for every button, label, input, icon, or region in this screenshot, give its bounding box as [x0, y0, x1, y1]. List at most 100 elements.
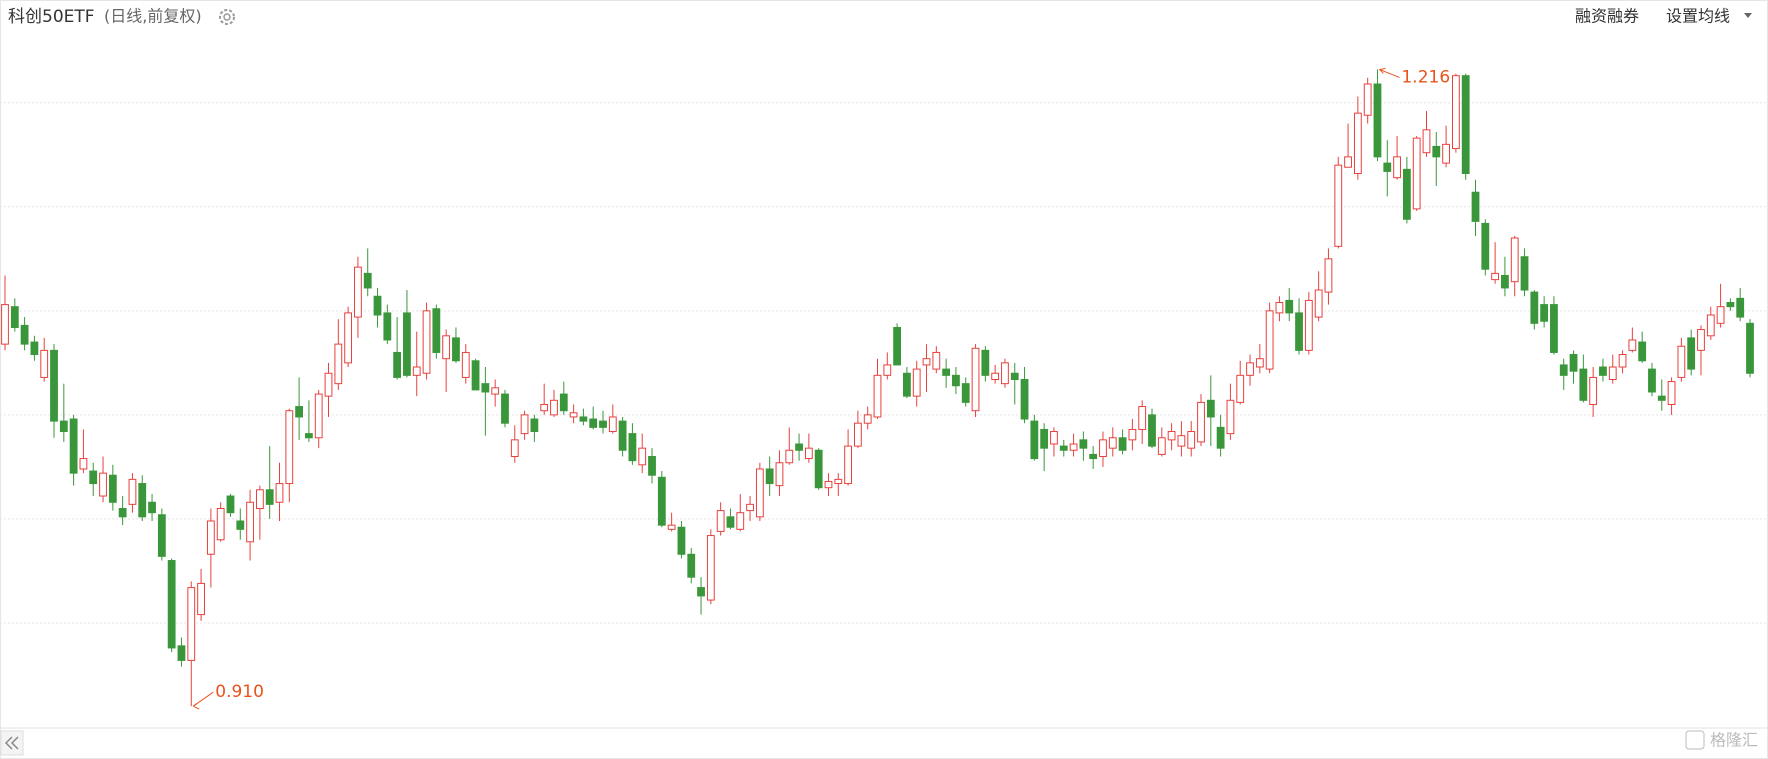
candle-body [1706, 314, 1715, 337]
candle-body [1501, 274, 1509, 289]
candle-body [667, 524, 676, 530]
candle-body [883, 364, 892, 376]
candle-body [1471, 191, 1480, 222]
candle-body [1451, 75, 1460, 150]
candle-body [1138, 406, 1147, 430]
candle-body [1246, 362, 1254, 376]
margin-button[interactable]: 融资融券 [1575, 7, 1639, 26]
watermark-logo [1685, 730, 1705, 750]
candle-body [236, 520, 245, 530]
candle-body [648, 455, 656, 476]
candle-body [559, 393, 568, 412]
candle-body [1197, 401, 1205, 443]
candle-body [344, 312, 353, 364]
candle-body [765, 468, 774, 485]
candle-body [863, 414, 872, 424]
candle-body [314, 393, 323, 439]
candle-body [79, 458, 88, 470]
candle-body [1432, 145, 1441, 158]
candle-body [1422, 129, 1431, 154]
candle-body [99, 472, 107, 497]
candle-body [354, 266, 362, 318]
candle-body [1383, 162, 1392, 172]
annotation-label: 1.216 [1401, 67, 1450, 87]
candle-body [942, 368, 951, 376]
candle-body [912, 368, 921, 397]
candle-body [785, 449, 794, 464]
candle-body [40, 349, 49, 378]
candle-body [138, 483, 147, 518]
candle-body [1677, 345, 1686, 378]
candle-body [1638, 341, 1647, 362]
candle-body [540, 403, 549, 412]
candle-body [1304, 299, 1313, 351]
candle-body [1050, 431, 1058, 445]
candle-body [177, 645, 186, 661]
candle-body [157, 514, 166, 557]
candle-body [1314, 289, 1323, 318]
candle-body [657, 476, 666, 526]
candle-body [30, 341, 39, 356]
candle-body [1079, 439, 1088, 449]
candle-body [893, 326, 902, 366]
candle-body [530, 418, 539, 433]
candle-body [716, 510, 725, 532]
dropdown-arrow[interactable] [1744, 13, 1752, 18]
candle-body [89, 470, 98, 485]
candle-body [1520, 256, 1529, 291]
candle-body [589, 418, 598, 428]
candle-body [1373, 83, 1382, 158]
candle-body [1216, 426, 1225, 449]
candle-body [1657, 395, 1666, 401]
settings-icon[interactable] [219, 9, 235, 25]
candle-body [1599, 366, 1607, 376]
annotation-arrowhead [1379, 67, 1386, 74]
candle-body [804, 447, 813, 460]
candle-body [746, 503, 754, 512]
candle-body [20, 324, 29, 345]
candle-body [1010, 372, 1019, 380]
candle-body [324, 372, 333, 397]
candle-body [814, 449, 823, 489]
candle-body [1363, 83, 1372, 116]
candle-body [1746, 322, 1754, 374]
candle-body [305, 433, 313, 439]
candle-body [1589, 376, 1598, 405]
candle-body [510, 439, 519, 457]
candle-body [726, 516, 735, 528]
candle-body [608, 416, 617, 433]
button-chevrons [4, 736, 19, 750]
candle-body [1540, 304, 1549, 322]
candle-body [255, 489, 264, 510]
annotation-arrow [1379, 68, 1400, 78]
candle-body [1089, 453, 1098, 460]
candle-body [903, 372, 911, 397]
candle-body [265, 489, 274, 505]
candle-body [1697, 329, 1705, 351]
candle-body [373, 295, 382, 316]
candle-body [69, 418, 78, 474]
candle-body [1461, 75, 1470, 174]
candle-body [628, 433, 637, 462]
candle-body [1099, 439, 1107, 457]
scroll-left-button[interactable] [0, 730, 24, 756]
candle-body [1481, 222, 1490, 270]
candle-body [285, 410, 294, 485]
ma-button[interactable]: 设置均线 [1666, 7, 1730, 26]
candle-body [755, 468, 764, 518]
candle-body [1510, 237, 1519, 283]
candle-body [922, 358, 931, 366]
candle-body [412, 366, 421, 376]
candle-body [1442, 143, 1450, 164]
candle-body [206, 520, 215, 555]
candle-body [952, 374, 960, 387]
candle-body [550, 399, 558, 416]
annotation-label: 0.910 [215, 682, 264, 702]
candle-body [1275, 302, 1284, 314]
candle-body [981, 349, 990, 376]
candle-body [991, 372, 1000, 380]
candle-body [1608, 366, 1617, 381]
candle-body [1324, 258, 1333, 293]
candle-body [1687, 337, 1696, 370]
